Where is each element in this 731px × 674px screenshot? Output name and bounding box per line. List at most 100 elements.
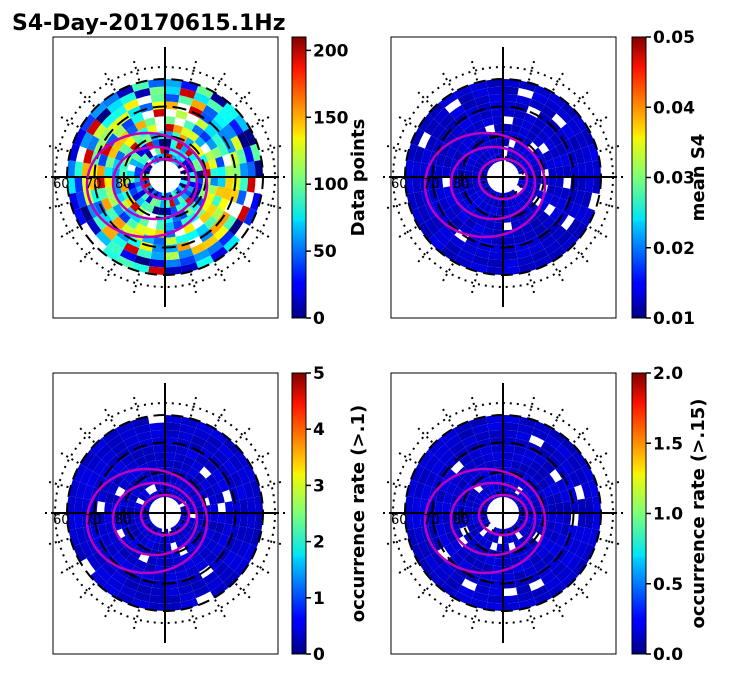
heatmap-cell (574, 526, 585, 542)
heatmap-cell (482, 227, 494, 237)
heatmap-cell (444, 576, 462, 592)
heatmap-cell (189, 537, 201, 549)
heatmap-cell (165, 251, 180, 261)
heatmap-cell (112, 137, 125, 151)
heatmap-cell (127, 499, 136, 508)
heatmap-cell (210, 428, 228, 444)
heatmap-cell (479, 177, 488, 182)
heatmap-cell (434, 165, 444, 177)
heatmap-cell (129, 537, 141, 549)
heatmap-cell (130, 112, 145, 125)
heatmap-cell (204, 486, 216, 498)
heatmap-cell (442, 513, 451, 524)
heatmap-cell (566, 118, 582, 136)
heatmap-cell (533, 117, 547, 131)
heatmap-cell (206, 576, 224, 592)
heatmap-cell (165, 474, 172, 483)
heatmap-cell (572, 114, 588, 132)
heatmap-cell (518, 462, 530, 474)
heatmap-cell (159, 200, 165, 208)
heatmap-cell (104, 166, 113, 177)
magnetic-contour (423, 131, 547, 239)
heatmap-cell (410, 207, 425, 226)
heatmap-cell (146, 556, 158, 566)
heatmap-cell (178, 584, 194, 595)
heatmap-cell (101, 225, 117, 241)
heatmap-cell (134, 502, 143, 509)
heatmap-cell (134, 591, 151, 603)
heatmap-cell (463, 124, 477, 137)
heatmap-cell (532, 136, 544, 148)
heatmap-cell (175, 234, 189, 245)
heatmap-cell (206, 434, 224, 450)
heatmap-cell (195, 559, 209, 573)
heatmap-cell (239, 177, 249, 192)
heatmap-cell (440, 246, 458, 262)
heatmap-cell (224, 165, 234, 177)
heatmap-cell (568, 135, 582, 152)
heatmap-cell (474, 431, 490, 442)
heatmap-cell (537, 466, 550, 479)
colorbar: 0 1 2 3 4 5 occurrence rate (>.1) (291, 364, 369, 665)
heatmap-cell (472, 119, 485, 131)
heatmap-cell (424, 454, 440, 472)
heatmap-cell (440, 582, 458, 598)
heatmap-cell (560, 550, 575, 567)
heatmap-cell (512, 453, 524, 463)
heatmap-cell (217, 513, 226, 524)
heatmap-cell (444, 240, 462, 256)
heatmap-cell (468, 112, 483, 125)
heatmap-cell (230, 538, 244, 555)
heatmap-cell (511, 533, 519, 543)
heatmap-cell (450, 473, 463, 487)
heatmap-cell (176, 438, 191, 449)
heatmap-cell (184, 206, 195, 217)
heatmap-cell (140, 200, 150, 211)
colorbar-tick-label: 0.02 (653, 239, 695, 259)
heatmap-cell (433, 107, 450, 124)
heatmap-cell (176, 530, 185, 540)
heatmap-cell (424, 471, 438, 488)
heatmap-cell (228, 454, 244, 472)
latitude-label: 70 (85, 177, 102, 192)
heatmap-cell (127, 105, 142, 118)
heatmap-cell (503, 108, 515, 118)
heatmap-cell (153, 572, 165, 582)
heatmap-cell (178, 431, 194, 442)
magnetic-contour (449, 145, 537, 221)
heatmap-cell (431, 139, 444, 154)
heatmap-cell (435, 187, 446, 201)
heatmap-cell (136, 584, 152, 595)
heatmap-cell (479, 109, 493, 120)
heatmap-cell (450, 552, 464, 566)
heatmap-cell (533, 84, 552, 99)
heatmap-cell (449, 441, 466, 456)
heatmap-cell (553, 492, 563, 504)
heatmap-cell (503, 415, 521, 424)
heatmap-cell (158, 474, 165, 483)
heatmap-cell (487, 147, 495, 157)
heatmap-cell (485, 602, 503, 611)
heatmap-cell (170, 206, 179, 215)
heatmap-cell (140, 536, 150, 547)
colorbar-tick-label: 0 (313, 645, 325, 665)
heatmap-cell (158, 207, 165, 216)
heatmap-cell (150, 587, 165, 597)
magnetic-contour (85, 467, 209, 575)
heatmap-cell (236, 131, 251, 149)
heatmap-cell (101, 561, 117, 577)
heatmap-cell (213, 113, 229, 129)
heatmap-cell (86, 135, 100, 152)
heatmap-cell (433, 230, 450, 247)
heatmap-cell (474, 95, 490, 106)
heatmap-cell (483, 530, 492, 540)
heatmap-cell (405, 513, 414, 531)
heatmap-cell (516, 95, 532, 106)
heatmap-cell (531, 584, 549, 599)
colorbar-label: occurrence rate (>.15) (688, 399, 709, 629)
heatmap-cell (105, 543, 119, 557)
heatmap-cell (165, 258, 181, 268)
heatmap-cell (484, 220, 496, 230)
heatmap-cell (521, 119, 534, 131)
